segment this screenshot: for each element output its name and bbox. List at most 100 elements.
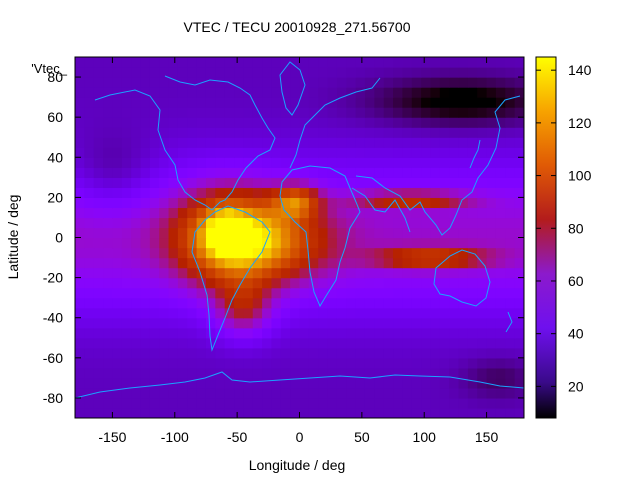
heatmap-cell: [112, 237, 123, 249]
heatmap-cell: [467, 267, 478, 279]
heatmap-cell: [393, 407, 403, 418]
heatmap-cell: [393, 297, 403, 309]
heatmap-cell: [84, 307, 95, 319]
heatmap-cell: [252, 137, 263, 148]
heatmap-cell: [290, 307, 301, 319]
heatmap-cell: [187, 327, 198, 339]
heatmap-cell: [383, 337, 394, 349]
heatmap-cell: [252, 157, 263, 168]
heatmap-cell: [84, 107, 95, 118]
heatmap-cell: [168, 397, 179, 409]
heatmap-cell: [234, 237, 244, 249]
heatmap-cell: [234, 227, 244, 239]
heatmap-cell: [103, 247, 114, 259]
heatmap-cell: [140, 237, 151, 249]
colorbar-tick-label: 120: [568, 115, 592, 131]
heatmap-cell: [252, 187, 263, 198]
heatmap-cell: [346, 307, 357, 319]
heatmap-cell: [234, 57, 244, 68]
heatmap-cell: [215, 197, 226, 209]
heatmap-cell: [514, 347, 524, 359]
heatmap-cell: [458, 387, 469, 399]
x-tick-label: 0: [296, 429, 304, 445]
heatmap-cell: [430, 207, 441, 219]
heatmap-cell: [234, 167, 244, 178]
heatmap-cell: [205, 277, 216, 289]
heatmap-cell: [458, 247, 469, 259]
heatmap-cell: [495, 247, 506, 259]
heatmap-cell: [224, 67, 235, 78]
heatmap-cell: [495, 327, 506, 339]
heatmap-cell: [336, 317, 347, 329]
heatmap-cell: [486, 97, 497, 108]
heatmap-cell: [449, 237, 460, 249]
heatmap-cell: [402, 267, 413, 279]
heatmap-cell: [467, 237, 478, 249]
heatmap-cell: [402, 337, 413, 349]
heatmap-cell: [318, 137, 329, 148]
heatmap-cell: [243, 287, 254, 299]
heatmap-cell: [439, 177, 450, 188]
heatmap-cell: [514, 297, 524, 309]
heatmap-cell: [467, 347, 478, 359]
heatmap-cell: [103, 407, 114, 418]
heatmap-cell: [383, 67, 394, 78]
heatmap-cell: [374, 107, 385, 118]
heatmap-cell: [411, 287, 422, 299]
heatmap-cell: [290, 77, 301, 88]
heatmap-cell: [149, 347, 160, 359]
heatmap-cell: [374, 317, 385, 329]
heatmap-cell: [93, 407, 104, 418]
heatmap-cell: [467, 307, 478, 319]
heatmap-cell: [327, 397, 338, 409]
heatmap-cell: [205, 187, 216, 198]
heatmap-cell: [252, 227, 263, 239]
heatmap-cell: [514, 57, 524, 68]
heatmap-cell: [103, 217, 114, 229]
heatmap-cell: [318, 97, 329, 108]
heatmap-cell: [262, 287, 273, 299]
heatmap-cell: [299, 137, 310, 148]
heatmap-cell: [131, 107, 142, 118]
heatmap-cell: [112, 137, 123, 148]
heatmap-cell: [495, 317, 506, 329]
heatmap-cell: [177, 347, 188, 359]
heatmap-cell: [234, 277, 244, 289]
heatmap-cell: [374, 337, 385, 349]
heatmap-cell: [393, 317, 403, 329]
heatmap-cell: [327, 317, 338, 329]
heatmap-cell: [495, 97, 506, 108]
heatmap-cell: [112, 107, 123, 118]
heatmap-cell: [514, 307, 524, 319]
heatmap-cell: [421, 397, 432, 409]
heatmap-cell: [299, 187, 310, 198]
heatmap-cell: [215, 317, 226, 329]
heatmap-cell: [477, 207, 488, 219]
heatmap-cell: [290, 207, 301, 219]
heatmap-cell: [411, 387, 422, 399]
heatmap-cell: [168, 367, 179, 379]
heatmap-cell: [234, 307, 244, 319]
heatmap-cell: [168, 207, 179, 219]
heatmap-cell: [205, 257, 216, 269]
heatmap-cell: [449, 217, 460, 229]
heatmap-cell: [467, 107, 478, 118]
heatmap-cell: [93, 297, 104, 309]
heatmap-cell: [121, 347, 132, 359]
heatmap-cell: [364, 347, 375, 359]
heatmap-cell: [93, 97, 104, 108]
heatmap-cell: [327, 97, 338, 108]
heatmap-cell: [467, 277, 478, 289]
heatmap-cell: [299, 247, 310, 259]
heatmap-cell: [336, 227, 347, 239]
heatmap-cell: [355, 387, 366, 399]
heatmap-cell: [421, 67, 432, 78]
heatmap-cell: [364, 187, 375, 198]
heatmap-cell: [449, 387, 460, 399]
heatmap-cell: [308, 107, 319, 118]
heatmap-cell: [290, 257, 301, 269]
heatmap-cell: [280, 377, 291, 389]
heatmap-cell: [196, 157, 207, 168]
heatmap-cell: [252, 267, 263, 279]
heatmap-cell: [131, 277, 142, 289]
